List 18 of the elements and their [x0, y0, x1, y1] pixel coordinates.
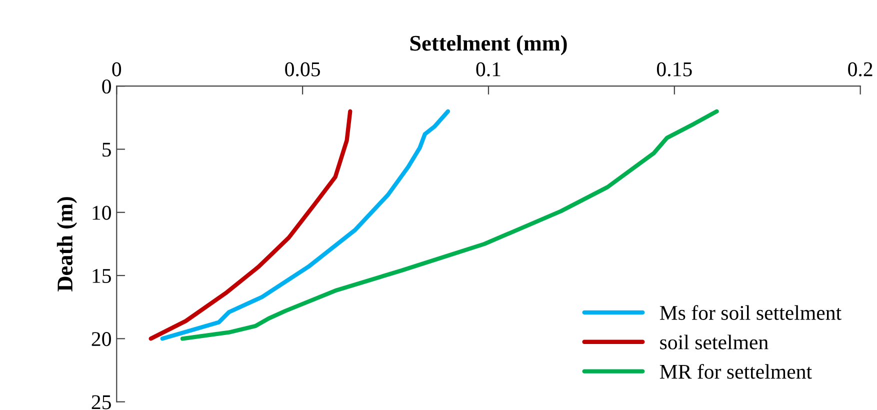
legend-label: Ms for soil settelment	[660, 305, 842, 320]
x-tick-label: 0	[112, 62, 122, 76]
x-tick-label: 0.05	[285, 62, 320, 76]
y-axis-title: Death (m)	[56, 197, 78, 292]
y-tick-label: 5	[102, 142, 111, 157]
legend-label: MR for settelment	[660, 364, 812, 379]
legend-label: soil setelmen	[660, 334, 768, 350]
line-series	[160, 109, 450, 341]
x-tick-label: 0.1	[476, 62, 500, 76]
x-axis-title: Settelment (mm)	[410, 35, 567, 56]
y-tick-label: 10	[92, 206, 111, 220]
y-tick-label: 0	[102, 79, 111, 94]
y-tick-label: 15	[92, 268, 111, 283]
line-series	[148, 109, 352, 341]
x-tick-label: 0.2	[848, 62, 872, 76]
x-tick-label: 0.15	[656, 62, 692, 76]
y-tick-label: 20	[92, 332, 111, 346]
y-tick-label: 25	[92, 395, 111, 410]
